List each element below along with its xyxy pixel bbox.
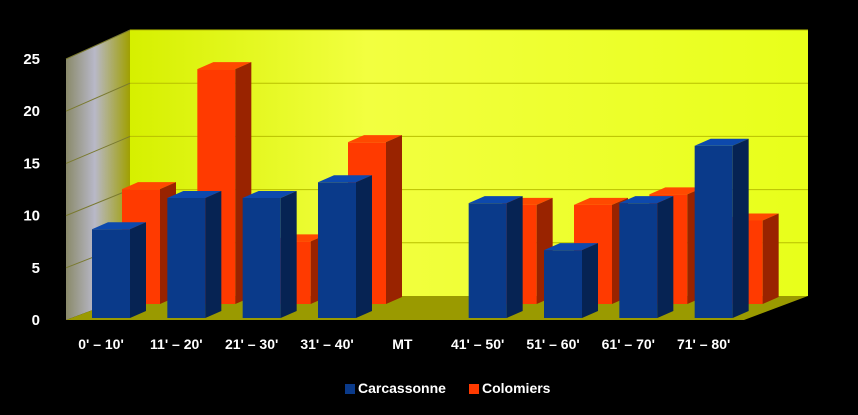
bar-carcassonne-top <box>619 196 674 204</box>
bar-carcassonne-side <box>582 243 598 318</box>
bar-carcassonne <box>468 203 507 318</box>
bar-carcassonne <box>167 197 206 318</box>
y-tick-label: 25 <box>23 51 40 68</box>
x-tick-label: 31' – 40' <box>300 336 353 352</box>
bar-carcassonne-top <box>318 175 372 183</box>
bar-colomiers-top <box>649 187 704 195</box>
y-tick-label: 0 <box>32 312 40 329</box>
gridline-side <box>65 82 131 112</box>
legend-label: Colomiers <box>482 380 551 396</box>
bar-carcassonne <box>619 203 658 318</box>
x-tick-label: 71' – 80' <box>677 336 730 352</box>
y-tick-label: 15 <box>23 155 40 172</box>
bar-carcassonne <box>92 229 130 318</box>
bar-carcassonne-top <box>544 243 598 251</box>
bar-carcassonne-top <box>468 196 523 204</box>
bar-carcassonne-side <box>130 222 146 318</box>
x-tick-label: 21' – 30' <box>225 336 278 352</box>
x-tick-label: 0' – 10' <box>78 336 124 352</box>
gridline-side <box>65 189 131 217</box>
x-tick-label: MT <box>392 336 413 352</box>
bar-colomiers-side <box>386 135 402 304</box>
bar-carcassonne <box>318 182 356 318</box>
x-tick-label: 41' – 50' <box>451 336 504 352</box>
bar-carcassonne-side <box>205 190 222 318</box>
legend-label: Carcassonne <box>358 380 446 396</box>
y-tick-label: 5 <box>32 260 40 277</box>
bar-carcassonne-top <box>242 190 297 198</box>
y-tick-label: 10 <box>23 208 40 225</box>
bar-carcassonne-top <box>694 138 749 146</box>
bar-carcassonne-top <box>167 190 222 198</box>
bar-colomiers-top <box>348 135 402 143</box>
bar-colomiers-top <box>122 182 176 190</box>
bar-carcassonne-side <box>506 196 523 318</box>
x-tick-label: 61' – 70' <box>602 336 655 352</box>
bar-carcassonne-top <box>92 222 146 230</box>
x-tick-label: 11' – 20' <box>150 336 203 352</box>
gridline-side <box>65 135 131 164</box>
bar-colomiers-top <box>197 62 252 70</box>
legend-swatch <box>469 384 479 394</box>
x-tick-label: 51' – 60' <box>526 336 579 352</box>
bar-carcassonne <box>242 197 281 318</box>
bar-colomiers-side <box>762 213 779 304</box>
gridline-side <box>65 29 131 60</box>
bar-carcassonne-side <box>280 190 297 318</box>
bar-carcassonne-side <box>657 196 674 318</box>
bar-colomiers-top <box>574 197 628 205</box>
bar-carcassonne <box>544 250 582 318</box>
bar-carcassonne <box>694 145 733 318</box>
legend-swatch <box>345 384 355 394</box>
y-tick-label: 20 <box>23 103 40 120</box>
bar-carcassonne-side <box>732 138 749 318</box>
bar-carcassonne-side <box>356 175 372 318</box>
